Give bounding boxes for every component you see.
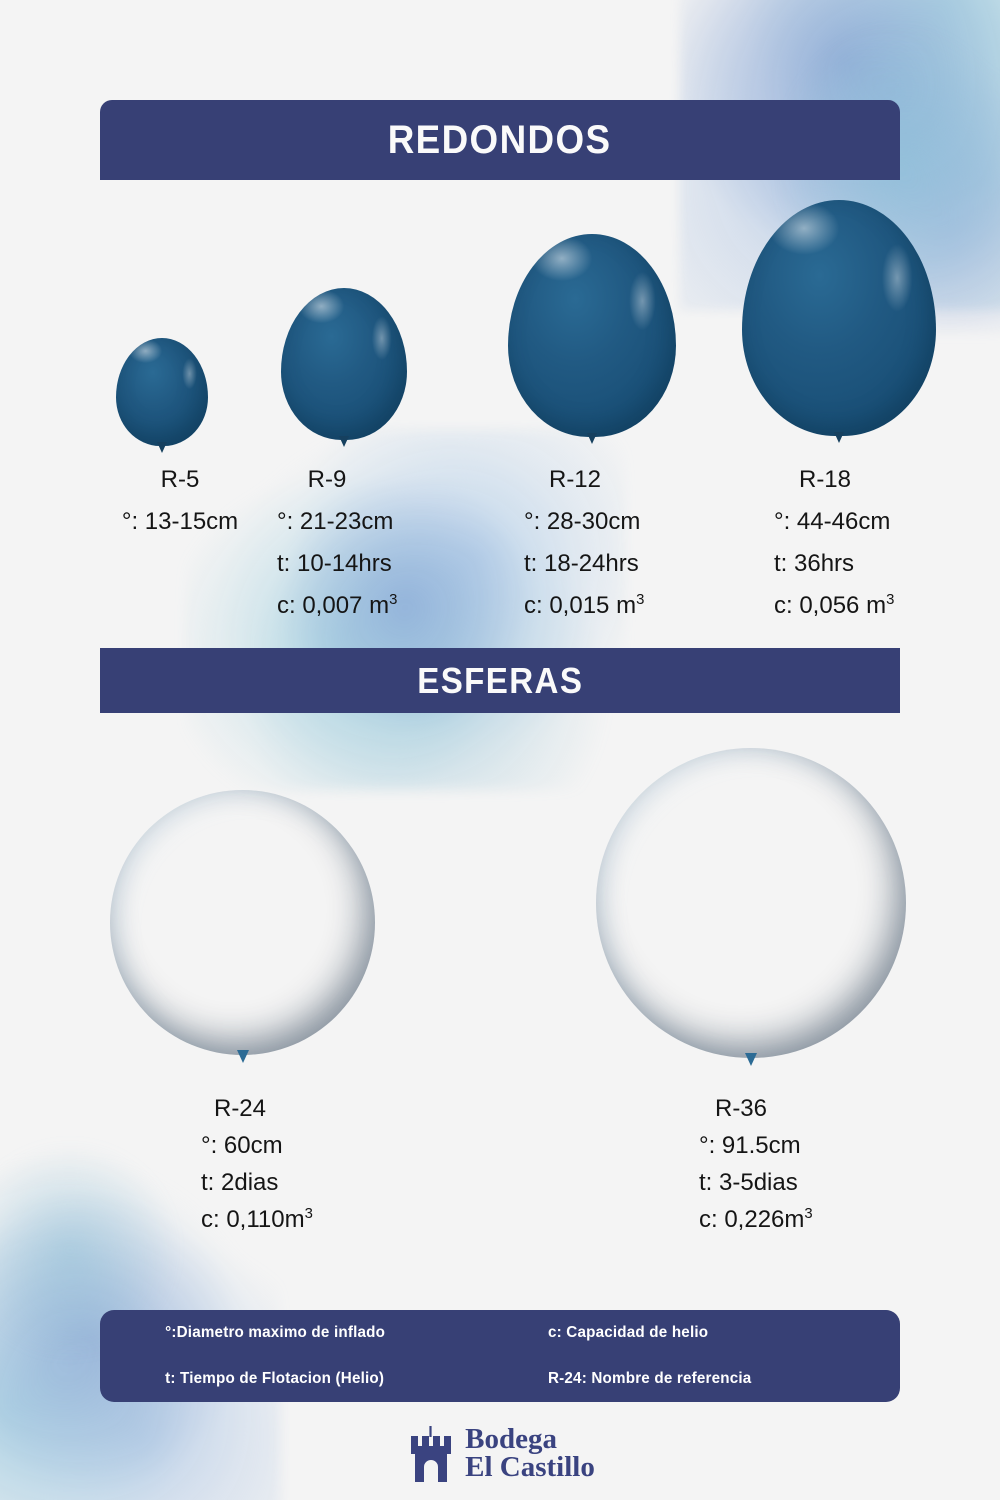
balloon-knot-icon <box>745 1053 757 1066</box>
balloon-capacity: c: 0,110m3 <box>201 1206 313 1233</box>
balloon-diameter: °: 28-30cm <box>524 508 641 535</box>
balloon-diameter: °: 60cm <box>201 1132 283 1159</box>
balloon-name: R-36 <box>714 1095 768 1122</box>
section-title-esferas: ESFERAS <box>416 659 584 701</box>
section-header-esferas: ESFERAS <box>100 648 900 713</box>
balloon-diameter: °: 13-15cm <box>121 508 239 535</box>
legend-box: °:Diametro maximo de inflado c: Capacida… <box>100 1310 900 1402</box>
balloon-capacity: c: 0,015 m3 <box>524 592 645 619</box>
balloon-r-12 <box>508 234 676 444</box>
label-r-24: R-24 °: 60cm t: 2dias c: 0,110m3 <box>185 1095 365 1234</box>
balloon-float-time: t: 10-14hrs <box>277 550 392 577</box>
balloon-body-icon <box>281 288 407 440</box>
cubic-superscript: 3 <box>389 592 398 608</box>
cubic-superscript: 3 <box>636 592 645 608</box>
label-r-18: R-18 °: 44-46cm t: 36hrs c: 0,056 m3 <box>774 466 954 620</box>
balloon-capacity: c: 0,226m3 <box>699 1206 813 1233</box>
balloon-name: R-5 <box>160 466 200 493</box>
balloon-r-36 <box>596 748 906 1066</box>
legend-item-float-time: t: Tiempo de Flotacion (Helio) <box>165 1370 385 1387</box>
cubic-superscript: 3 <box>886 592 895 608</box>
castle-tower-icon <box>411 1426 452 1482</box>
balloon-r-5 <box>116 338 208 453</box>
section-header-redondos: REDONDOS <box>100 100 900 180</box>
brand-line-2: El Castillo <box>465 1451 595 1483</box>
legend-item-diameter: °:Diametro maximo de inflado <box>165 1324 386 1341</box>
balloon-knot-icon <box>157 442 167 453</box>
label-r-12: R-12 °: 28-30cm t: 18-24hrs c: 0,015 m3 <box>524 466 704 620</box>
balloon-r-18 <box>742 200 936 443</box>
section-title-redondos: REDONDOS <box>388 117 612 162</box>
balloon-capacity: c: 0,007 m3 <box>277 592 398 619</box>
balloon-knot-icon <box>236 1050 249 1063</box>
brand-logo: Bodega El Castillo <box>0 1418 1000 1490</box>
balloon-capacity: c: 0,056 m3 <box>774 592 895 619</box>
balloon-float-time: t: 18-24hrs <box>524 550 639 577</box>
legend-item-capacity: c: Capacidad de helio <box>548 1324 709 1341</box>
balloon-knot-icon <box>339 436 349 447</box>
balloon-name: R-18 <box>798 466 852 493</box>
balloon-name: R-9 <box>307 466 347 493</box>
balloon-knot-icon <box>834 432 844 443</box>
sphere-body-icon <box>596 748 906 1058</box>
balloon-diameter: °: 44-46cm <box>774 508 891 535</box>
balloon-r-9 <box>281 288 407 447</box>
brand-line-1: Bodega <box>465 1423 557 1456</box>
balloon-body-icon <box>116 338 208 446</box>
balloon-float-time: t: 36hrs <box>774 550 855 577</box>
balloon-float-time: t: 3-5dias <box>699 1169 798 1196</box>
balloon-diameter: °: 21-23cm <box>277 508 394 535</box>
label-r-9: R-9 °: 21-23cm t: 10-14hrs c: 0,007 m3 <box>277 466 447 620</box>
cubic-superscript: 3 <box>804 1206 813 1222</box>
legend-item-reference-name: R-24: Nombre de referencia <box>548 1370 752 1387</box>
cubic-superscript: 3 <box>304 1206 313 1222</box>
label-r-5: R-5 °: 13-15cm <box>100 466 260 536</box>
balloon-knot-icon <box>587 433 597 444</box>
balloon-name: R-24 <box>213 1095 267 1122</box>
label-r-36: R-36 °: 91.5cm t: 3-5dias c: 0,226m3 <box>685 1095 875 1234</box>
balloon-float-time: t: 2dias <box>201 1169 279 1196</box>
balloon-body-icon <box>742 200 936 436</box>
balloon-diameter: °: 91.5cm <box>699 1132 801 1159</box>
balloon-body-icon <box>508 234 676 437</box>
brand-wordmark: Bodega El Castillo <box>465 1423 595 1483</box>
sphere-body-icon <box>110 790 375 1055</box>
balloon-name: R-12 <box>548 466 602 493</box>
balloon-r-24 <box>110 790 375 1063</box>
